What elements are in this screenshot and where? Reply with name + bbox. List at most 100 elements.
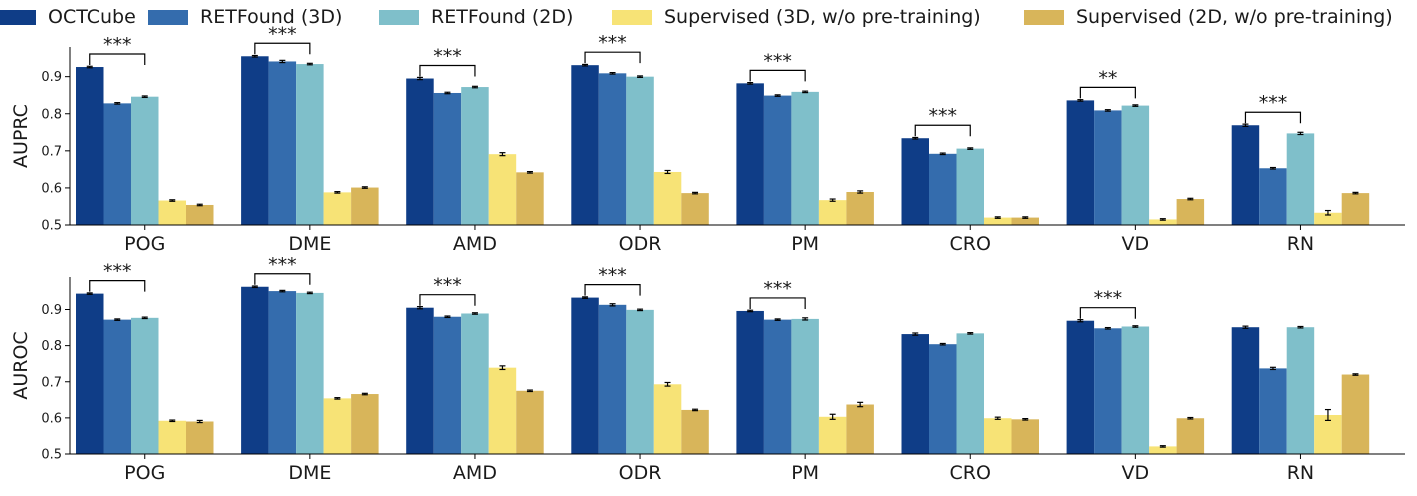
legend-label: Supervised (3D, w/o pre-training) bbox=[664, 6, 981, 28]
legend-label: RETFound (3D) bbox=[200, 6, 343, 28]
bar bbox=[626, 309, 654, 454]
bar bbox=[653, 171, 682, 225]
significance-bracket bbox=[89, 280, 146, 292]
significance-label: *** bbox=[929, 105, 958, 127]
bar bbox=[1231, 327, 1260, 454]
significance-bracket bbox=[584, 283, 641, 296]
legend-swatch bbox=[612, 9, 652, 25]
bar bbox=[1286, 327, 1315, 454]
significance-bracket bbox=[1244, 111, 1302, 124]
y-tick-label: 0.8 bbox=[41, 339, 62, 354]
bar bbox=[1286, 133, 1315, 225]
bar bbox=[1149, 446, 1177, 454]
y-tick-label: 0.8 bbox=[41, 107, 62, 122]
bar bbox=[351, 394, 379, 454]
bar bbox=[103, 103, 131, 225]
bar bbox=[406, 78, 434, 225]
bar bbox=[323, 398, 352, 454]
bar bbox=[1341, 193, 1370, 225]
legend-swatch bbox=[0, 9, 36, 25]
bar bbox=[268, 291, 297, 454]
bar bbox=[131, 317, 159, 454]
bar bbox=[433, 92, 462, 225]
bar bbox=[791, 318, 819, 454]
x-tick-label: VD bbox=[1122, 462, 1150, 484]
legend-item: OCTCube bbox=[0, 6, 136, 28]
legend-swatch bbox=[1024, 9, 1064, 25]
significance-label: ** bbox=[1098, 67, 1117, 89]
bar bbox=[1259, 168, 1287, 225]
bar bbox=[1011, 419, 1039, 454]
bar bbox=[296, 64, 324, 225]
bar bbox=[571, 65, 599, 225]
bar bbox=[956, 148, 984, 225]
bar bbox=[268, 61, 297, 226]
x-tick-label: AMD bbox=[453, 233, 497, 255]
bar bbox=[406, 307, 434, 454]
bar bbox=[241, 286, 269, 454]
significance-bracket bbox=[89, 53, 146, 66]
panel-auprc: AUPRC 0.5 0.6 0.7 0.8 0.9 POG DME AMD ODR PM CRO VD R… bbox=[10, 23, 1405, 255]
bar bbox=[929, 344, 957, 454]
panel-auroc: AUROC 0.5 0.6 0.7 0.8 0.9 POG DME AMD ODR PM CRO VD R… bbox=[10, 254, 1405, 484]
bar bbox=[186, 421, 214, 454]
bar bbox=[901, 334, 929, 454]
bar bbox=[1094, 110, 1122, 225]
significance-label: *** bbox=[103, 261, 132, 283]
significance-bracket bbox=[914, 124, 971, 137]
bar bbox=[1176, 199, 1205, 225]
significance-bracket bbox=[254, 273, 311, 285]
legend: OCTCube RETFound (3D) RETFound (2D) Supervi… bbox=[0, 6, 1417, 34]
x-tick-label: PM bbox=[791, 233, 819, 255]
bar bbox=[1314, 414, 1342, 454]
y-tick-label: 0.9 bbox=[41, 70, 62, 85]
bar bbox=[323, 192, 352, 225]
bar bbox=[818, 200, 847, 225]
bar bbox=[488, 367, 517, 454]
significance-bracket bbox=[1079, 86, 1136, 99]
bar bbox=[131, 96, 159, 225]
bar bbox=[1066, 320, 1095, 454]
significance-label: *** bbox=[763, 50, 792, 72]
significance-bracket bbox=[1079, 307, 1136, 319]
x-tick-label: CRO bbox=[950, 233, 991, 255]
bar bbox=[241, 56, 269, 226]
significance-label: *** bbox=[1259, 92, 1288, 114]
bar bbox=[296, 292, 324, 454]
x-tick-label: ODR bbox=[619, 462, 662, 484]
significance-bracket bbox=[419, 64, 476, 77]
significance-label: *** bbox=[598, 265, 627, 287]
bar bbox=[1066, 100, 1095, 225]
bar bbox=[763, 95, 792, 226]
bar bbox=[1176, 418, 1205, 454]
y-axis-label: AUPRC bbox=[10, 104, 32, 168]
legend-item: RETFound (3D) bbox=[148, 6, 342, 28]
bar bbox=[488, 154, 517, 225]
bar bbox=[351, 187, 379, 225]
significance-label: *** bbox=[268, 23, 297, 45]
bar bbox=[186, 204, 214, 225]
y-tick-label: 0.9 bbox=[41, 303, 62, 318]
bar bbox=[1121, 326, 1150, 454]
bar bbox=[653, 384, 682, 454]
significance-label: *** bbox=[1094, 288, 1123, 310]
bar bbox=[846, 191, 874, 225]
bar bbox=[516, 172, 544, 225]
bar bbox=[929, 153, 957, 225]
legend-swatch bbox=[148, 9, 188, 25]
y-tick-label: 0.5 bbox=[41, 448, 62, 463]
bar bbox=[1094, 328, 1122, 454]
bar bbox=[956, 333, 984, 454]
bar bbox=[626, 76, 654, 226]
x-tick-label: POG bbox=[124, 233, 165, 255]
legend-item: RETFound (2D) bbox=[379, 6, 573, 28]
bar bbox=[818, 416, 847, 454]
legend-label: RETFound (2D) bbox=[431, 6, 574, 28]
bar bbox=[1314, 212, 1342, 225]
bar bbox=[461, 313, 489, 454]
bar bbox=[103, 319, 131, 454]
bar bbox=[1341, 374, 1370, 454]
legend-label: OCTCube bbox=[48, 6, 136, 28]
significance-label: *** bbox=[268, 254, 297, 276]
bar bbox=[681, 193, 709, 225]
